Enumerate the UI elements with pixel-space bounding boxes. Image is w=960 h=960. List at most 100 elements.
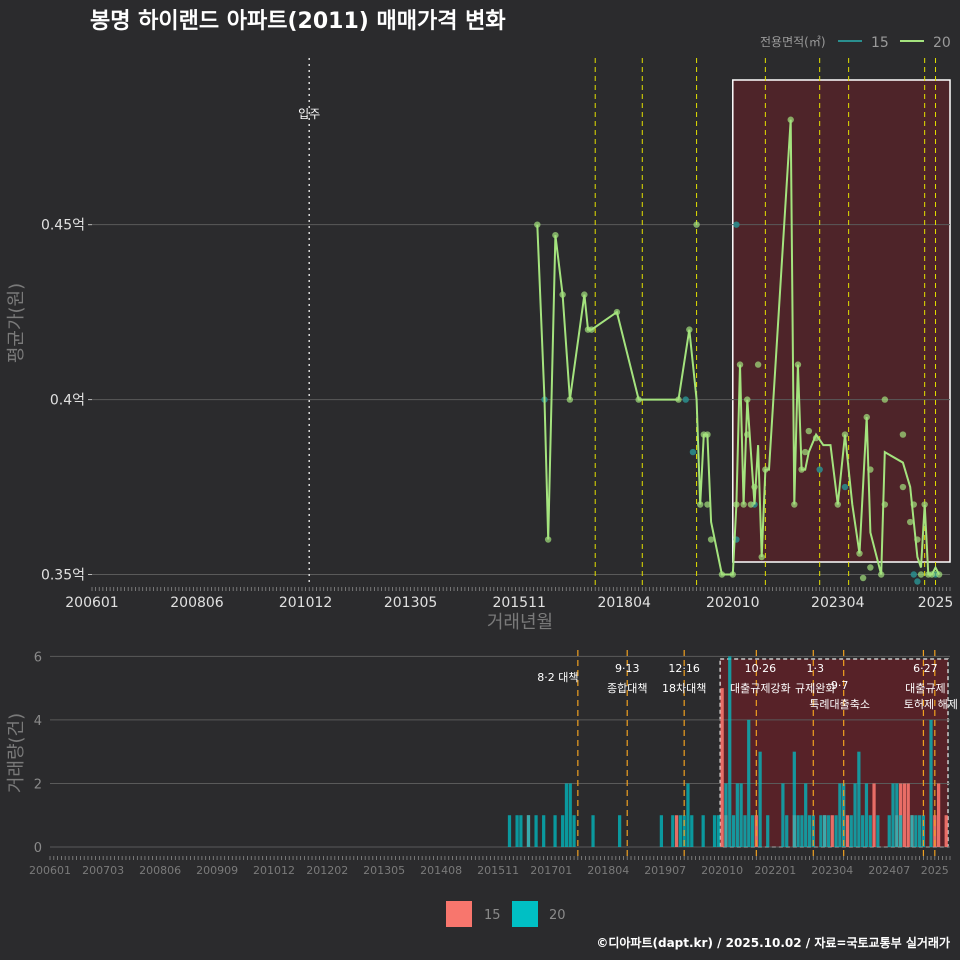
volume-bar-20 — [534, 815, 538, 847]
policy-date-label: 9·7 — [831, 679, 849, 692]
volume-x-tick-label: 201012 — [253, 864, 295, 877]
volume-bar-20 — [561, 815, 565, 847]
point-20 — [794, 361, 802, 368]
bottom-legend-label-20: 20 — [549, 908, 566, 923]
point-20 — [707, 536, 715, 543]
point-20 — [751, 483, 758, 491]
volume-bar-20 — [526, 815, 531, 847]
volume-highlight-region — [719, 658, 949, 848]
bottom-legend-swatch-20 — [512, 901, 538, 927]
point-20 — [762, 466, 769, 473]
volume-x-tick-label: 200601 — [29, 864, 71, 877]
point-15 — [910, 571, 917, 578]
volume-bar-20 — [887, 815, 891, 847]
point-20 — [534, 221, 541, 228]
policy-date-label: 8·2 대책 — [537, 671, 578, 684]
policy-name-label: 18차대책 — [662, 682, 706, 695]
volume-bar-20 — [553, 815, 557, 847]
volume-bar-20 — [800, 815, 804, 847]
volume-x-tick-label: 202010 — [701, 864, 743, 877]
volume-bar-20 — [701, 815, 705, 847]
point-20 — [744, 431, 751, 438]
point-20 — [559, 291, 566, 298]
point-20 — [613, 308, 621, 316]
volume-bar-15 — [902, 783, 907, 847]
point-20 — [928, 571, 936, 578]
volume-bar-20 — [591, 815, 595, 847]
point-20 — [588, 326, 595, 333]
point-20 — [697, 501, 704, 508]
point-20 — [917, 571, 925, 578]
x-tick-label: 200806 — [170, 595, 224, 611]
volume-bar-20 — [766, 815, 770, 847]
volume-bar-20 — [671, 815, 675, 847]
volume-y-axis-label: 거래량(건) — [6, 713, 27, 793]
volume-bar-20 — [826, 815, 831, 847]
volume-bar-20 — [758, 751, 762, 847]
volume-bar-20 — [568, 783, 572, 847]
policy-name-label: 대출규제 — [905, 682, 945, 695]
point-20 — [566, 396, 574, 403]
volume-x-tick-label: 202201 — [754, 864, 796, 877]
point-20 — [881, 501, 889, 508]
point-20 — [798, 466, 805, 473]
volume-x-tick-label: 2025 — [921, 864, 949, 877]
volume-bar-20 — [724, 783, 728, 847]
legend: 전용면적(㎡) 15 20 — [760, 35, 951, 51]
volume-bar-20 — [747, 719, 751, 847]
volume-x-tick-label: 201804 — [587, 864, 629, 877]
volume-bar-20 — [678, 815, 682, 847]
y-tick-label: 0.45억 — [41, 218, 85, 234]
volume-bar-20 — [823, 815, 827, 847]
x-tick-label: 2025 — [918, 595, 954, 611]
volume-bar-15 — [944, 815, 948, 847]
point-20 — [867, 466, 874, 473]
volume-bar-20 — [838, 783, 842, 847]
volume-bar-20 — [716, 815, 720, 847]
volume-bar-20 — [750, 815, 755, 847]
point-20 — [718, 571, 726, 578]
volume-x-tick-label: 201305 — [363, 864, 405, 877]
point-20 — [733, 501, 740, 508]
legend-label-15: 15 — [871, 35, 889, 51]
highlight-region — [732, 79, 951, 563]
x-tick-label: 202304 — [811, 595, 865, 611]
volume-bar-20 — [785, 815, 789, 847]
volume-bar-20 — [853, 783, 857, 847]
point-20 — [881, 396, 889, 403]
volume-x-tick-label: 200806 — [139, 864, 181, 877]
point-20 — [736, 361, 744, 368]
volume-y-tick-label: 4 — [34, 714, 42, 729]
volume-bar-20 — [929, 719, 933, 847]
point-20 — [812, 434, 820, 442]
x-tick-label: 201012 — [279, 595, 332, 611]
volume-bar-20 — [819, 815, 823, 847]
point-20 — [693, 221, 700, 228]
volume-bar-15 — [906, 783, 910, 847]
volume-panel: 0 2 4 6 200601 200703 200806 200909 201012 201202… — [29, 650, 958, 877]
legend-title: 전용면적(㎡) — [760, 35, 826, 49]
volume-bar-20 — [849, 815, 853, 847]
volume-x-tick-label: 201701 — [530, 864, 572, 877]
volume-x-tick-label: 201511 — [477, 864, 519, 877]
volume-bar-15 — [674, 815, 679, 847]
volume-bar-15 — [720, 688, 724, 847]
volume-bar-15 — [872, 783, 876, 847]
x-tick-label: 200601 — [65, 595, 118, 611]
point-20 — [729, 571, 736, 578]
point-15 — [682, 396, 689, 403]
volume-bar-20 — [807, 815, 812, 847]
volume-bar-20 — [899, 815, 903, 847]
volume-bar-20 — [743, 815, 747, 847]
point-20 — [581, 291, 588, 298]
volume-x-tick-label: 202407 — [868, 864, 910, 877]
volume-bar-20 — [515, 815, 519, 847]
point-20 — [841, 431, 849, 438]
point-20 — [856, 550, 863, 557]
price-y-axis-label: 평균가(원) — [6, 283, 27, 363]
policy-date-label: 10·26 — [745, 662, 777, 675]
point-20 — [906, 518, 914, 526]
footer-credit: ©디아파트(dapt.kr) / 2025.10.02 / 자료=국토교통부 실… — [596, 935, 950, 950]
policy-name-label: 종합대책 — [607, 682, 647, 695]
point-20 — [544, 536, 552, 543]
